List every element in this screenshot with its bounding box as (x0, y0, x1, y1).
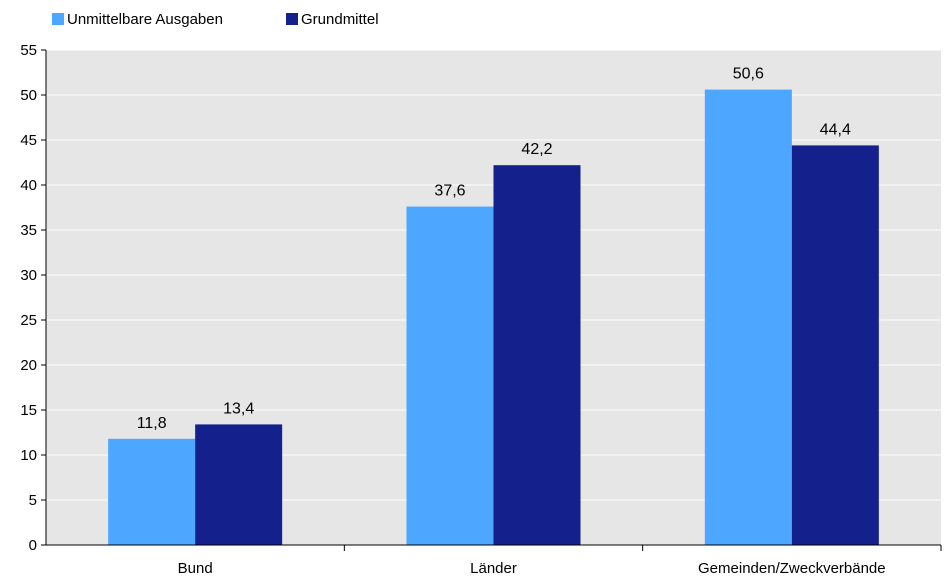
data-label: 44,4 (820, 121, 851, 138)
y-tick-label: 20 (20, 357, 37, 374)
data-label: 11,8 (137, 415, 167, 432)
data-label: 37,6 (434, 183, 465, 200)
legend: Unmittelbare Ausgaben Grundmittel (52, 11, 379, 28)
x-tick-labels: Bund Länder Gemeinden/Zweckverbände (178, 560, 886, 577)
y-tick-label: 40 (20, 177, 37, 194)
bar-grundmittel (195, 424, 283, 545)
bar-unmittelbare-ausgaben (108, 438, 196, 545)
y-tick-label: 30 (20, 267, 37, 284)
x-tick-label: Bund (178, 560, 213, 577)
data-label: 13,4 (223, 400, 254, 417)
data-labels: 11,8 13,4 37,6 42,2 50,6 44,4 (137, 66, 851, 432)
y-tick-label: 50 (20, 87, 37, 104)
bars (108, 89, 879, 545)
axes (41, 49, 942, 551)
y-tick-label: 15 (20, 402, 37, 419)
y-tick-label: 45 (20, 132, 37, 149)
y-tick-label: 0 (29, 537, 37, 554)
data-label: 50,6 (733, 66, 764, 83)
y-tick-labels: 0 5 10 15 20 25 30 35 40 45 50 55 (20, 42, 37, 554)
bar-unmittelbare-ausgaben (406, 206, 494, 545)
y-tick-label: 10 (20, 447, 37, 464)
data-label: 42,2 (521, 141, 552, 158)
bar-grundmittel (493, 165, 581, 545)
y-tick-label: 55 (20, 42, 37, 59)
legend-swatch-grundmittel (286, 13, 298, 25)
legend-swatch-unmittelbare-ausgaben (52, 13, 64, 25)
y-tick-label: 25 (20, 312, 37, 329)
x-tick-label: Länder (470, 560, 517, 577)
y-tick-label: 5 (29, 492, 37, 509)
bar-grundmittel (791, 145, 879, 545)
bar-unmittelbare-ausgaben (704, 89, 792, 545)
legend-label-grundmittel: Grundmittel (301, 11, 379, 28)
legend-label-unmittelbare-ausgaben: Unmittelbare Ausgaben (67, 11, 223, 28)
y-tick-label: 35 (20, 222, 37, 239)
x-tick-label: Gemeinden/Zweckverbände (698, 560, 886, 577)
